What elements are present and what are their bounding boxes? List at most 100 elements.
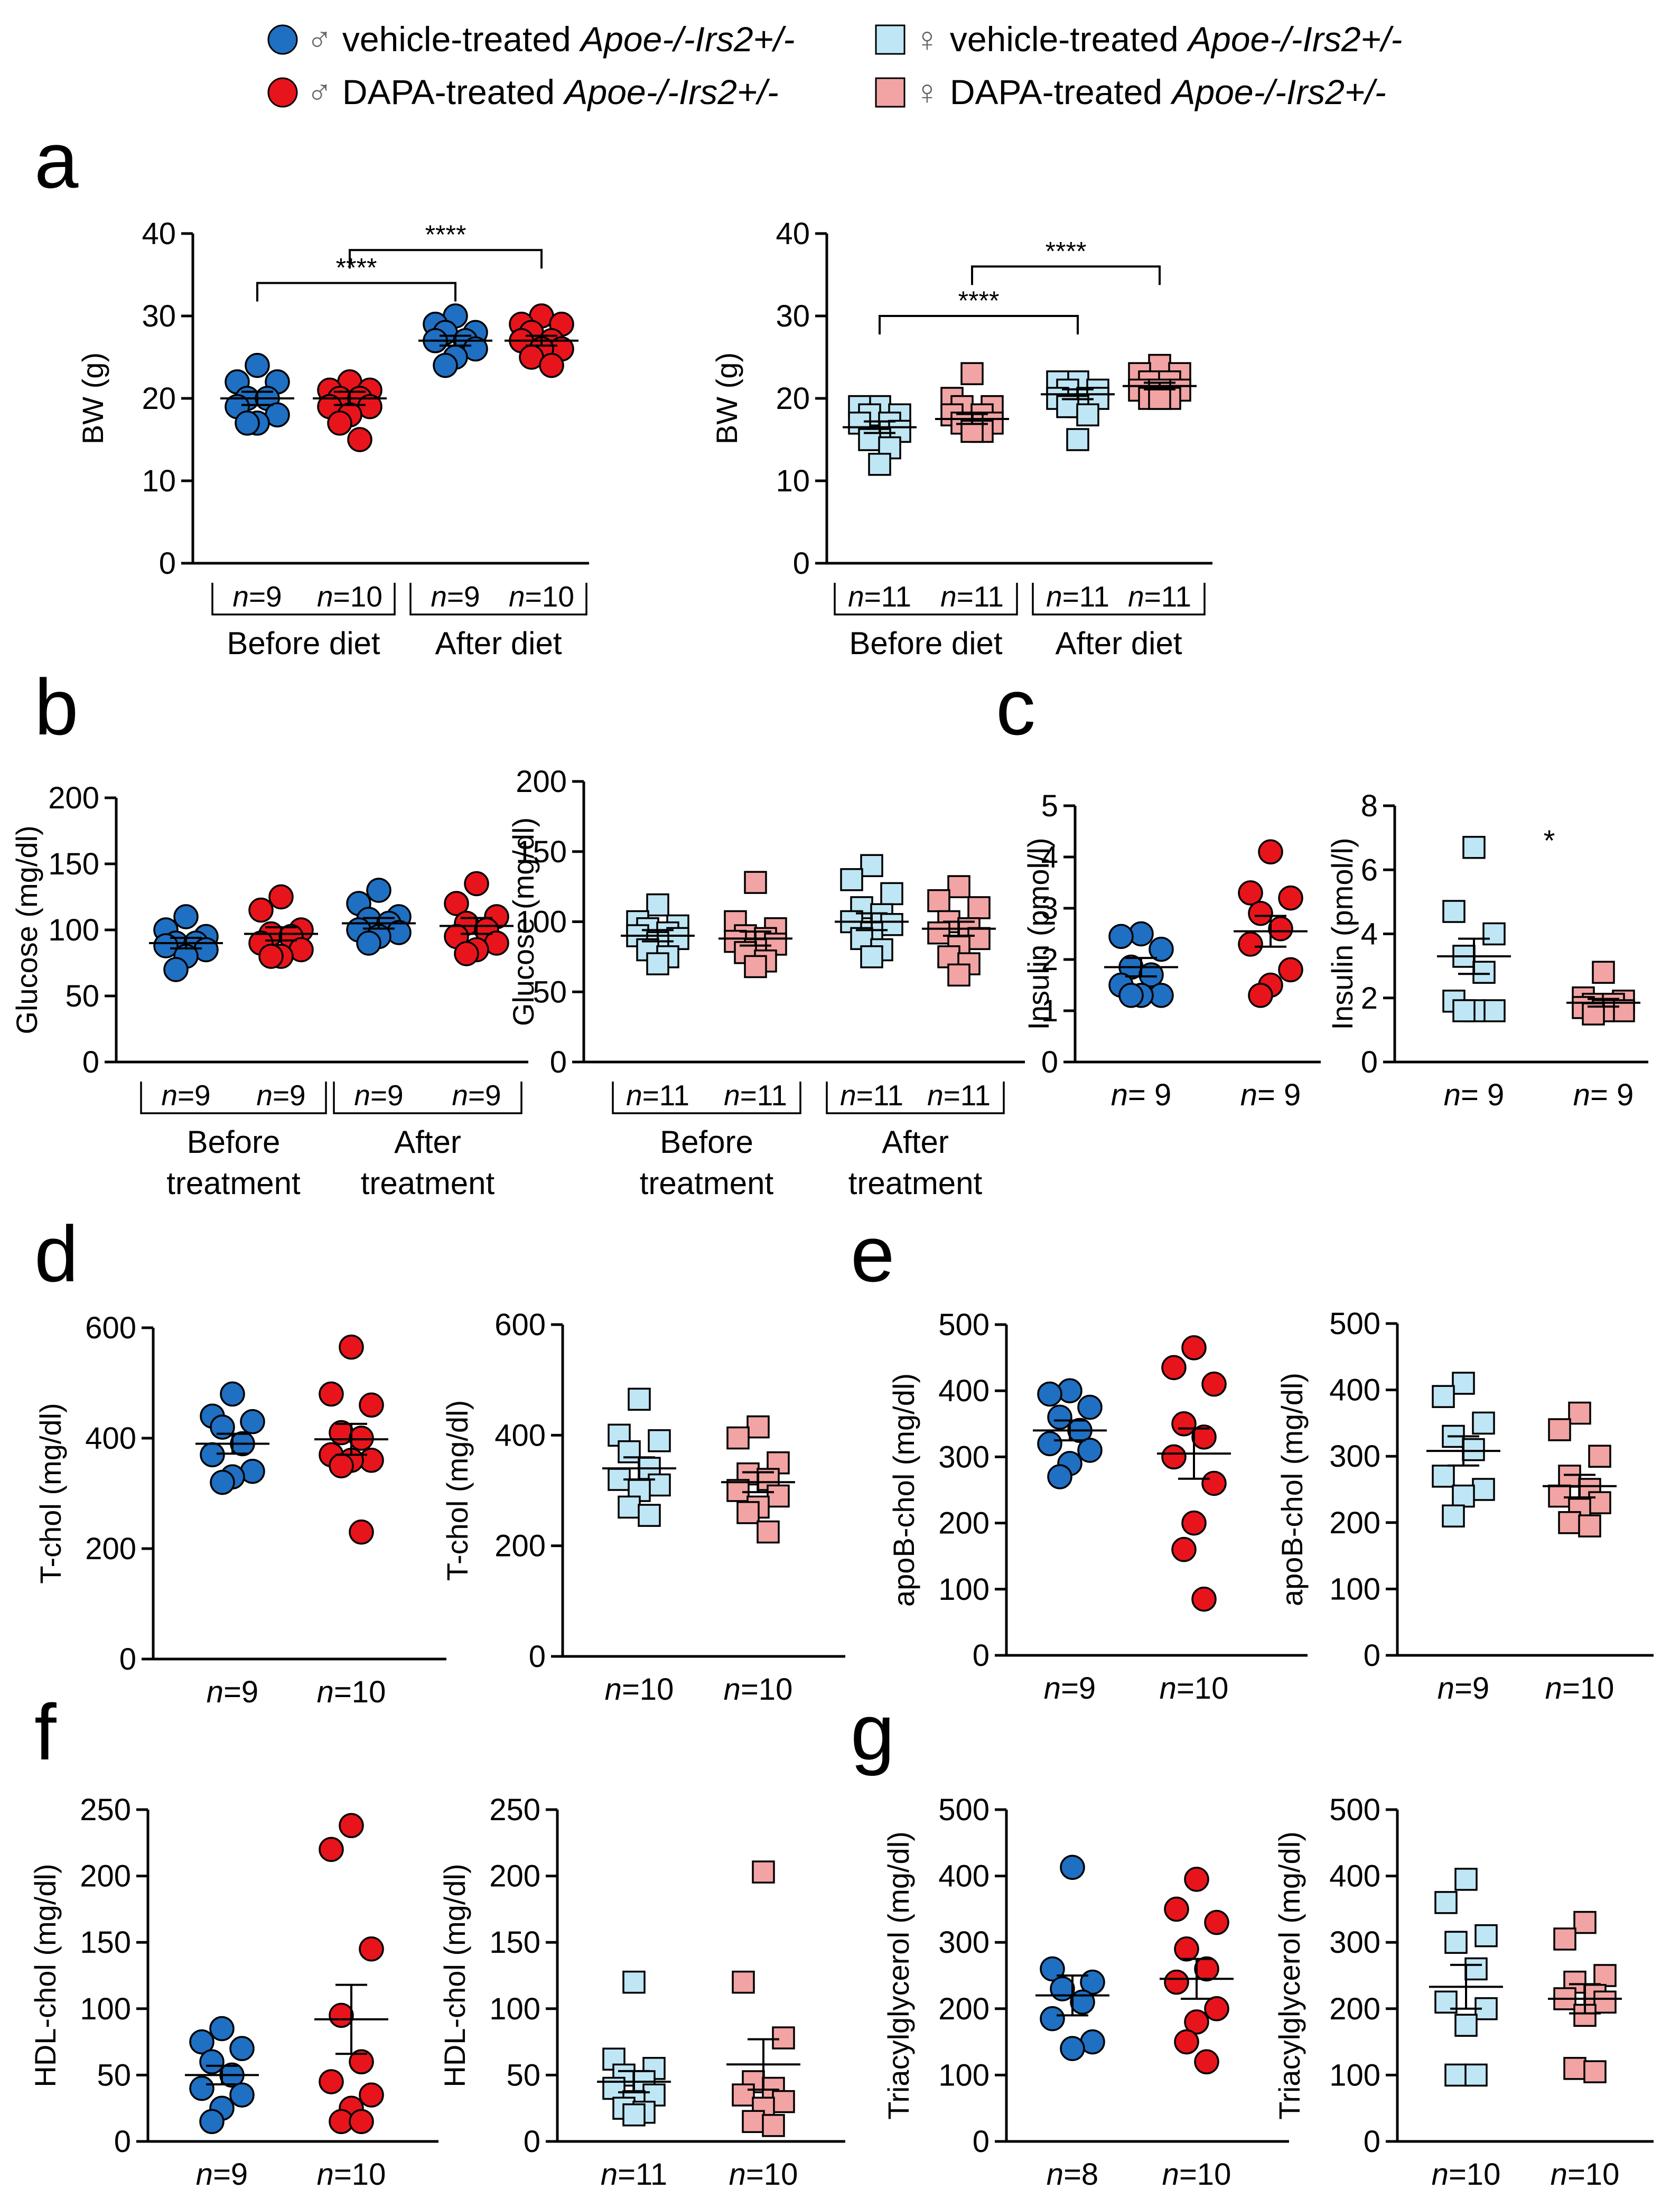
data-point bbox=[860, 945, 883, 968]
chart-a-female: 0 10 20 30 40 BW (g) **** **** n=11 n=11 Before di… bbox=[710, 217, 1212, 661]
data-point bbox=[762, 2114, 785, 2137]
data-point bbox=[349, 2109, 374, 2135]
y-tick-label: 300 bbox=[938, 1925, 990, 1960]
data-point bbox=[1077, 1438, 1103, 1463]
y-tick-label: 300 bbox=[938, 1440, 990, 1474]
y-tick-label: 250 bbox=[489, 1793, 540, 1827]
group-1 bbox=[721, 1415, 795, 1544]
group-0 bbox=[602, 1387, 676, 1527]
y-tick-label: 0 bbox=[1041, 1045, 1058, 1079]
y-tick-label: 0 bbox=[529, 1639, 546, 1674]
data-point bbox=[1593, 1964, 1617, 1987]
data-point bbox=[1454, 1868, 1478, 1891]
group-2 bbox=[1041, 370, 1115, 451]
data-point bbox=[173, 904, 199, 929]
legend-genotype: Apoe-/-Irs2+/- bbox=[1186, 20, 1402, 59]
y-tick-label: 400 bbox=[85, 1421, 136, 1456]
data-point bbox=[349, 1519, 374, 1545]
data-point bbox=[539, 352, 564, 378]
n-label: n=10 bbox=[729, 2157, 798, 2192]
chart-a-male: 0 10 20 30 40 BW (g) **** **** n=9 n=10 Before die… bbox=[76, 217, 589, 661]
y-tick-label: 100 bbox=[516, 905, 567, 939]
panel-letter-b: b bbox=[34, 663, 78, 751]
data-point bbox=[1148, 387, 1171, 410]
panel-letter-g: g bbox=[851, 1688, 894, 1776]
legend-label: ♂ vehicle-treated Apoe-/-Irs2+/- bbox=[306, 20, 795, 59]
y-tick-label: 20 bbox=[142, 381, 176, 416]
data-point bbox=[1184, 2009, 1209, 2035]
group-0 bbox=[220, 352, 294, 436]
data-point bbox=[327, 411, 352, 436]
panel-letter-e: e bbox=[851, 1209, 894, 1298]
data-point bbox=[1138, 962, 1164, 987]
y-tick-label: 0 bbox=[1364, 1638, 1380, 1673]
data-point bbox=[1149, 936, 1174, 962]
y-tick-label: 0 bbox=[524, 2125, 540, 2159]
data-point bbox=[1548, 1418, 1571, 1441]
data-point bbox=[947, 875, 970, 898]
data-point bbox=[1238, 931, 1263, 957]
data-point bbox=[967, 896, 991, 919]
data-point bbox=[1462, 836, 1486, 859]
bracket-line bbox=[140, 1082, 327, 1114]
data-point bbox=[200, 1442, 225, 1468]
data-point bbox=[1278, 957, 1303, 983]
group-1 bbox=[1543, 1401, 1617, 1538]
x-group-bracket: n=11 n=11 After treatment bbox=[826, 1079, 1005, 1201]
data-point bbox=[349, 1426, 374, 1451]
chart-f-female: 0 50 100 150 200 250 HDL-chol (mg/dl) n=11 n=10 bbox=[438, 1793, 845, 2192]
y-tick-label: 400 bbox=[1329, 1373, 1380, 1408]
panel-letter-f: f bbox=[34, 1688, 57, 1776]
data-point bbox=[1191, 1586, 1217, 1612]
group-0 bbox=[1033, 1378, 1107, 1489]
data-point bbox=[220, 1381, 245, 1407]
data-point bbox=[1066, 428, 1089, 451]
y-tick-label: 4 bbox=[1041, 840, 1058, 874]
group-1 bbox=[935, 362, 1009, 443]
data-point bbox=[319, 1837, 344, 1862]
n-label: n=11 bbox=[724, 1079, 787, 1112]
n-label: n=9 bbox=[232, 580, 282, 613]
y-tick-label: 0 bbox=[793, 546, 810, 581]
n-label: n=10 bbox=[1551, 2157, 1620, 2192]
n-label: n=11 bbox=[1128, 580, 1191, 613]
legend-marker-circle bbox=[267, 24, 298, 55]
data-point bbox=[880, 913, 903, 936]
data-point bbox=[1444, 1931, 1468, 1954]
data-point bbox=[618, 1495, 641, 1519]
data-point bbox=[1161, 1444, 1187, 1470]
data-point bbox=[1464, 2063, 1488, 2087]
data-point bbox=[464, 871, 489, 897]
data-point bbox=[235, 411, 260, 436]
n-label: n=11 bbox=[927, 1079, 991, 1112]
data-point bbox=[646, 952, 669, 975]
data-point bbox=[967, 927, 991, 951]
significance-bracket: **** bbox=[879, 286, 1079, 334]
legend-item-female_dapa: ♀ DAPA-treated Apoe-/-Irs2+/- bbox=[875, 72, 1386, 111]
y-tick-label: 10 bbox=[142, 464, 176, 498]
data-point bbox=[1060, 1855, 1085, 1880]
n-label: n=10 bbox=[724, 1672, 793, 1707]
y-tick-label: 500 bbox=[1329, 1793, 1380, 1827]
bracket-line bbox=[333, 1082, 522, 1114]
y-tick-label: 100 bbox=[1329, 2058, 1380, 2092]
group-0 bbox=[1437, 836, 1511, 1022]
data-point bbox=[359, 1392, 384, 1418]
data-point bbox=[1573, 1911, 1597, 1934]
n-label: n=9 bbox=[431, 580, 480, 613]
data-point bbox=[359, 2082, 384, 2108]
y-axis-title: apoB-chol (mg/dl) bbox=[1275, 1373, 1309, 1606]
x-group-label: After bbox=[882, 1124, 949, 1160]
significance-label: **** bbox=[425, 220, 466, 249]
n-label: n=10 bbox=[1162, 2157, 1231, 2192]
y-tick-label: 600 bbox=[85, 1311, 136, 1345]
y-tick-label: 100 bbox=[80, 1992, 131, 2026]
data-point bbox=[153, 933, 179, 958]
y-tick-label: 500 bbox=[938, 1308, 990, 1342]
group-3 bbox=[505, 303, 578, 378]
data-point bbox=[1161, 1355, 1187, 1381]
data-point bbox=[742, 2110, 765, 2134]
group-1 bbox=[718, 871, 792, 979]
y-tick-label: 0 bbox=[973, 1638, 990, 1673]
n-label: n=10 bbox=[317, 2157, 386, 2192]
